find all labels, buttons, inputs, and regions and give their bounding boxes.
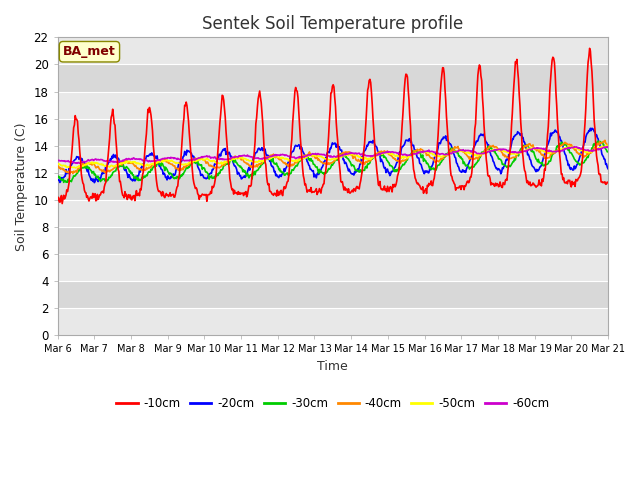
-60cm	[401, 152, 408, 157]
-20cm	[588, 125, 596, 131]
-60cm	[206, 154, 214, 160]
-10cm	[604, 180, 612, 185]
-10cm	[121, 189, 129, 194]
Line: -40cm: -40cm	[58, 140, 608, 173]
-30cm	[417, 150, 424, 156]
-20cm	[177, 159, 185, 165]
-50cm	[121, 159, 129, 165]
-20cm	[90, 180, 98, 186]
Line: -30cm: -30cm	[58, 141, 608, 182]
-20cm	[121, 168, 129, 173]
-60cm	[121, 157, 129, 163]
Line: -50cm: -50cm	[58, 145, 608, 168]
-50cm	[72, 165, 80, 171]
-60cm	[64, 158, 72, 164]
-30cm	[206, 174, 214, 180]
-40cm	[601, 137, 609, 143]
Bar	[58, 64, 608, 92]
-10cm	[58, 201, 66, 206]
-40cm	[206, 163, 214, 168]
-20cm	[206, 171, 214, 177]
Line: -10cm: -10cm	[58, 48, 608, 204]
-50cm	[417, 150, 424, 156]
Bar	[58, 227, 608, 254]
-20cm	[401, 142, 408, 147]
Bar	[58, 173, 608, 200]
-30cm	[60, 180, 68, 185]
-40cm	[69, 170, 77, 176]
Title: Sentek Soil Temperature profile: Sentek Soil Temperature profile	[202, 15, 463, 33]
-30cm	[54, 174, 61, 180]
-20cm	[54, 176, 61, 182]
-10cm	[417, 185, 424, 191]
X-axis label: Time: Time	[317, 360, 348, 373]
-60cm	[54, 158, 61, 164]
-50cm	[604, 143, 611, 148]
-30cm	[401, 162, 408, 168]
-60cm	[76, 160, 84, 166]
-30cm	[604, 149, 612, 155]
Bar	[58, 281, 608, 308]
Bar	[58, 92, 608, 119]
-50cm	[604, 144, 612, 149]
-50cm	[64, 164, 72, 170]
-40cm	[401, 157, 408, 163]
-30cm	[121, 166, 129, 171]
-40cm	[54, 165, 61, 170]
-50cm	[206, 158, 214, 164]
-50cm	[54, 161, 61, 167]
-30cm	[177, 172, 185, 178]
-60cm	[604, 144, 612, 149]
Bar	[58, 37, 608, 64]
-40cm	[604, 143, 612, 148]
Line: -20cm: -20cm	[58, 128, 608, 183]
Bar	[58, 308, 608, 336]
-10cm	[177, 156, 185, 162]
-50cm	[401, 154, 408, 160]
Bar	[58, 119, 608, 146]
Bar	[58, 254, 608, 281]
Bar	[58, 200, 608, 227]
-50cm	[177, 161, 185, 167]
-60cm	[417, 149, 424, 155]
-20cm	[417, 161, 424, 167]
-40cm	[417, 146, 424, 152]
-40cm	[177, 167, 185, 173]
-10cm	[401, 85, 408, 91]
Bar	[58, 146, 608, 173]
Text: BA_met: BA_met	[63, 45, 116, 58]
-10cm	[206, 191, 214, 197]
-60cm	[177, 156, 185, 162]
-10cm	[586, 46, 593, 51]
-40cm	[121, 160, 129, 166]
-20cm	[604, 166, 612, 171]
-30cm	[65, 176, 72, 182]
Legend: -10cm, -20cm, -30cm, -40cm, -50cm, -60cm: -10cm, -20cm, -30cm, -40cm, -50cm, -60cm	[112, 392, 554, 414]
Line: -60cm: -60cm	[58, 146, 608, 163]
Y-axis label: Soil Temperature (C): Soil Temperature (C)	[15, 122, 28, 251]
-20cm	[64, 169, 72, 175]
-10cm	[54, 199, 61, 204]
-40cm	[64, 169, 72, 175]
-30cm	[594, 138, 602, 144]
-10cm	[65, 185, 72, 191]
